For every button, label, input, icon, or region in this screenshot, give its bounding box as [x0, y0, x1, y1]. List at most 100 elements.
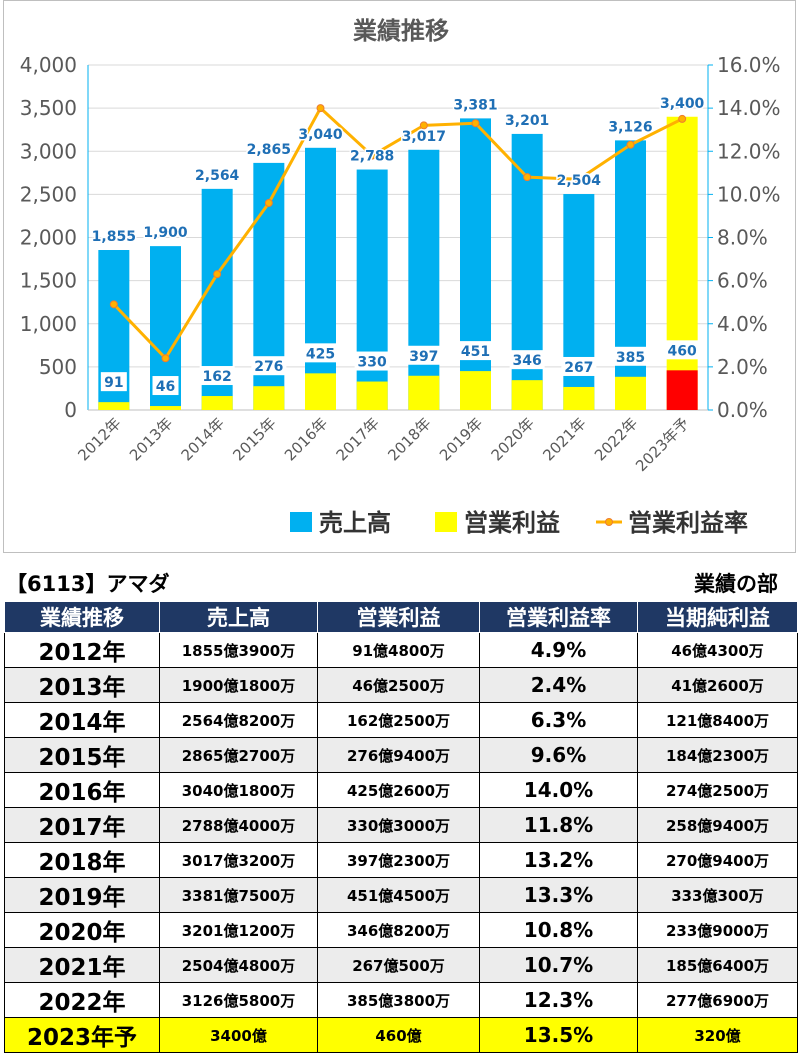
table-cell-rate: 13.2% [479, 842, 638, 878]
table-cell-net: 46億4300万 [637, 632, 798, 668]
op-label-box [509, 350, 545, 370]
sales-data-label: 3,126 [608, 119, 652, 135]
op-label-box [199, 366, 235, 386]
operating-margin-point [161, 354, 170, 363]
table-cell-op: 46億2500万 [317, 667, 480, 703]
sales-bar [460, 118, 491, 411]
x-tick-label: 2022年 [591, 414, 641, 464]
y-left-tick-label: 4,000 [20, 53, 77, 77]
table-cell-op: 460億 [317, 1017, 480, 1053]
table-cell-sales: 3381億7500万 [159, 877, 318, 913]
table-cell-year: 2020年 [4, 912, 160, 948]
sales-bar [563, 194, 595, 410]
operating-margin-point [419, 121, 428, 130]
table-cell-year: 2015年 [4, 737, 160, 773]
col-header-net-profit: 当期純利益 [637, 601, 798, 633]
sales-bar [666, 116, 698, 410]
table-cell-year: 2019年 [4, 877, 160, 913]
table-cell-net: 333億300万 [637, 877, 798, 913]
table-cell-sales: 1900億1800万 [159, 667, 318, 703]
table-cell-rate: 9.6% [479, 737, 638, 773]
legend-swatch-sales [290, 512, 312, 532]
sales-data-label: 2,564 [195, 168, 240, 184]
y-left-tick-label: 2,500 [20, 182, 77, 206]
table-cell-rate: 14.0% [479, 772, 638, 808]
op-label-box [152, 376, 179, 396]
table-cell-sales: 3400億 [159, 1017, 318, 1053]
op-label-box [458, 341, 493, 361]
operating-profit-data-label: 91 [104, 375, 123, 391]
table-row: 2018年 3017億3200万 397億2300万 13.2% 270億9400万 [4, 842, 798, 878]
table-cell-op: 330億3000万 [317, 807, 480, 843]
op-label-box [613, 346, 648, 366]
x-tick-label: 2012年 [74, 414, 124, 464]
section-title: 業績の部 [694, 572, 778, 596]
table-row: 2021年 2504億4800万 267億500万 10.7% 185億6400万 [4, 947, 798, 983]
operating-profit-bar [666, 370, 698, 410]
table-cell-net: 184億2300万 [637, 737, 798, 773]
table-header-row: 業績推移 売上高 営業利益 営業利益率 当期純利益 [4, 601, 798, 633]
y-left-tick-label: 3,000 [20, 139, 77, 163]
operating-margin-point [523, 173, 532, 182]
x-tick-label: 2019年 [436, 414, 486, 464]
sales-data-label: 2,788 [350, 149, 394, 165]
operating-profit-data-label: 460 [668, 343, 697, 359]
operating-profit-data-label: 346 [513, 353, 542, 369]
y-left-tick-label: 1,000 [20, 312, 77, 336]
op-label-box [664, 340, 700, 360]
table-cell-rate: 13.3% [479, 877, 638, 913]
operating-profit-bar [305, 373, 336, 410]
table-cell-year: 2018年 [4, 842, 160, 878]
sales-data-label: 3,017 [402, 129, 446, 145]
table-cell-rate: 6.3% [479, 702, 638, 738]
table-row: 2023年予 3400億 460億 13.5% 320億 [4, 1017, 798, 1053]
table-cell-op: 346億8200万 [317, 912, 480, 948]
table-cell-year: 2014年 [4, 702, 160, 738]
sales-data-label: 3,040 [298, 127, 343, 143]
table-cell-op: 162億2500万 [317, 702, 480, 738]
table-row: 2022年 3126億5800万 385億3800万 12.3% 277億6900万 [4, 982, 798, 1018]
table-cell-net: 185億6400万 [637, 947, 798, 983]
chart-panel: 業績推移 0 500 1,000 1,500 2,000 2,500 3,000 3,500 4,… [3, 0, 796, 553]
table-cell-sales: 3040億1800万 [159, 772, 318, 808]
operating-profit-bar [98, 402, 130, 410]
table-cell-op: 276億9400万 [317, 737, 480, 773]
sales-data-label: 3,381 [453, 97, 497, 113]
operating-margin-point [368, 151, 377, 160]
table-cell-net: 258億9400万 [637, 807, 798, 843]
table-row: 2014年 2564億8200万 162億2500万 6.3% 121億8400万 [4, 702, 798, 738]
sales-bar [615, 140, 646, 410]
operating-profit-bar [511, 380, 543, 410]
table-cell-op: 451億4500万 [317, 877, 480, 913]
y-right-tick-label: 6.0% [717, 269, 768, 293]
table-cell-year: 2017年 [4, 807, 160, 843]
operating-profit-bar [253, 386, 285, 410]
sales-bar [356, 169, 388, 410]
table-cell-net: 277億6900万 [637, 982, 798, 1018]
table-cell-sales: 2865億2700万 [159, 737, 318, 773]
col-header-sales: 売上高 [159, 601, 318, 633]
table-cell-sales: 2564億8200万 [159, 702, 318, 738]
operating-profit-data-label: 425 [306, 346, 335, 362]
table-cell-sales: 2788億4000万 [159, 807, 318, 843]
y-right-tick-label: 10.0% [717, 182, 781, 206]
col-header-operating-profit: 営業利益 [317, 601, 480, 633]
operating-profit-data-label: 46 [156, 379, 175, 395]
table-cell-year: 2012年 [4, 632, 160, 668]
table-cell-net: 270億9400万 [637, 842, 798, 878]
table-cell-sales: 1855億3900万 [159, 632, 318, 668]
table-cell-year: 2021年 [4, 947, 160, 983]
table-cell-rate: 4.9% [479, 632, 638, 668]
y-right-tick-label: 12.0% [717, 139, 781, 163]
legend-marker-margin [605, 518, 613, 526]
operating-margin-point [109, 300, 118, 309]
table-cell-op: 425億2600万 [317, 772, 480, 808]
operating-profit-data-label: 385 [616, 350, 645, 366]
y-right-tick-label: 2.0% [717, 355, 768, 379]
operating-margin-point [678, 114, 687, 123]
operating-margin-point [626, 140, 635, 149]
table-cell-rate: 10.8% [479, 912, 638, 948]
operating-profit-bar [201, 396, 233, 410]
legend-label-operating-profit: 営業利益 [464, 509, 560, 537]
operating-profit-bar [460, 371, 491, 410]
